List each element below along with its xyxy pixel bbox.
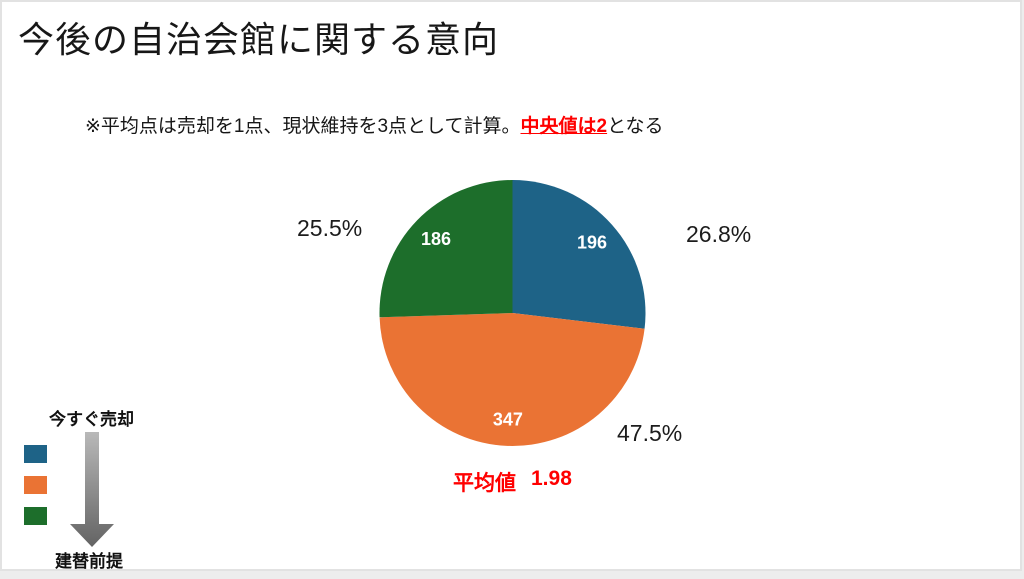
note-text: ※平均点は売却を1点、現状維持を3点として計算。中央値は2となる [85,111,664,138]
legend-swatch-2 [24,507,47,525]
pie-value-label-2: 186 [421,229,451,249]
legend-swatches [24,445,47,525]
arrow-down-icon [70,432,114,547]
pie-chart: 196 347 186 [379,177,646,449]
note-highlight: 中央値は2 [520,116,608,137]
page-title: 今後の自治会館に関する意向 [18,19,500,60]
percent-label-green: 25.5% [297,215,363,241]
note-prefix: ※平均点は売却を1点、現状維持を3点として計算。 [85,116,521,137]
mean-value: 平均値 1.98 [453,467,572,497]
pie-value-label-0: 196 [577,232,607,252]
legend-swatch-1 [24,476,47,494]
mean-number: 1.98 [531,467,572,490]
pie-chart-svg: 196 347 186 [379,180,646,447]
legend-swatch-0 [24,445,47,463]
pie-value-label-1: 347 [493,409,523,429]
legend-bottom-label: 建替前提 [55,552,123,571]
pie-slice-0 [512,180,646,329]
pie-slice-2 [379,180,513,318]
legend-top-label: 今すぐ売却 [49,410,134,429]
note-suffix: となる [607,116,664,137]
pie-slice-1 [379,313,645,447]
percent-label-orange: 47.5% [617,420,683,446]
percent-label-blue: 26.8% [686,221,752,247]
mean-label: 平均値 [453,472,516,495]
